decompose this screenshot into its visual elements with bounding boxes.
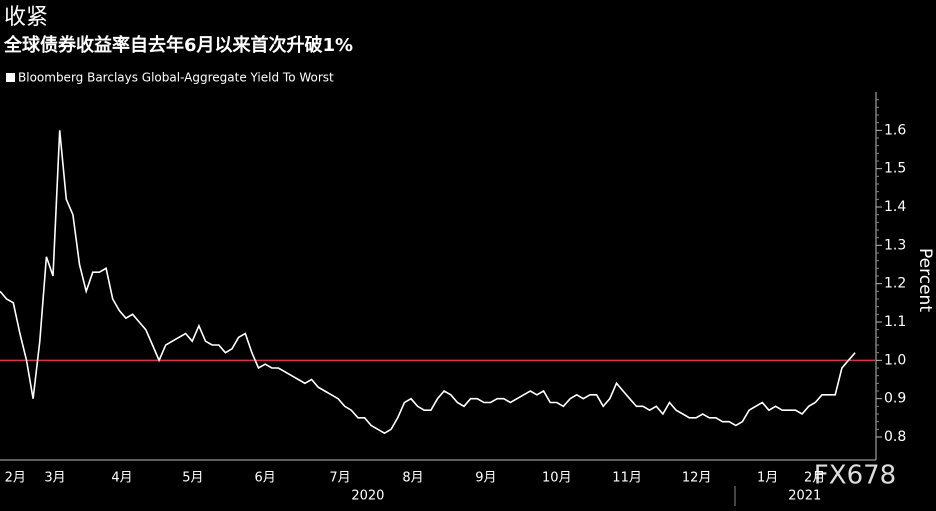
chart-title: 收紧 xyxy=(4,5,48,30)
chart-subtitle: 全球债券收益率自去年6月以来首次升破1% xyxy=(3,34,353,56)
x-tick-label: 1月 xyxy=(757,471,778,486)
x-tick-label: 2月 xyxy=(804,471,825,486)
x-tick-label: 7月 xyxy=(329,471,350,486)
x-tick-label: 10月 xyxy=(542,471,572,486)
x-tick-label: 8月 xyxy=(402,471,423,486)
y-tick-label: 1.3 xyxy=(884,237,906,253)
y-tick-label: 0.8 xyxy=(884,429,906,445)
y-tick-label: 0.9 xyxy=(884,391,906,407)
y-tick-label: 1.5 xyxy=(884,161,906,177)
x-tick-label: 3月 xyxy=(44,471,65,486)
x-tick-label: 2月 xyxy=(5,471,26,486)
y-tick-label: 1.4 xyxy=(884,199,906,215)
y-axis-label: Percent xyxy=(915,248,935,312)
legend-label: Bloomberg Barclays Global-Aggregate Yiel… xyxy=(18,71,334,85)
watermark: FX678 xyxy=(814,461,896,491)
x-tick-label: 4月 xyxy=(111,471,132,486)
year-label: 2020 xyxy=(351,489,384,504)
y-tick-label: 1.1 xyxy=(884,314,906,330)
x-tick-label: 6月 xyxy=(255,471,276,486)
y-tick-label: 1.0 xyxy=(884,352,906,368)
x-tick-label: 5月 xyxy=(182,471,203,486)
data-line xyxy=(0,130,856,435)
x-tick-label: 9月 xyxy=(475,471,496,486)
year-label: 2021 xyxy=(788,489,821,504)
y-tick-label: 1.2 xyxy=(884,276,906,292)
x-tick-label: 11月 xyxy=(612,471,642,486)
legend-swatch xyxy=(6,73,15,82)
y-tick-label: 1.6 xyxy=(884,122,906,138)
x-tick-label: 12月 xyxy=(682,471,712,486)
